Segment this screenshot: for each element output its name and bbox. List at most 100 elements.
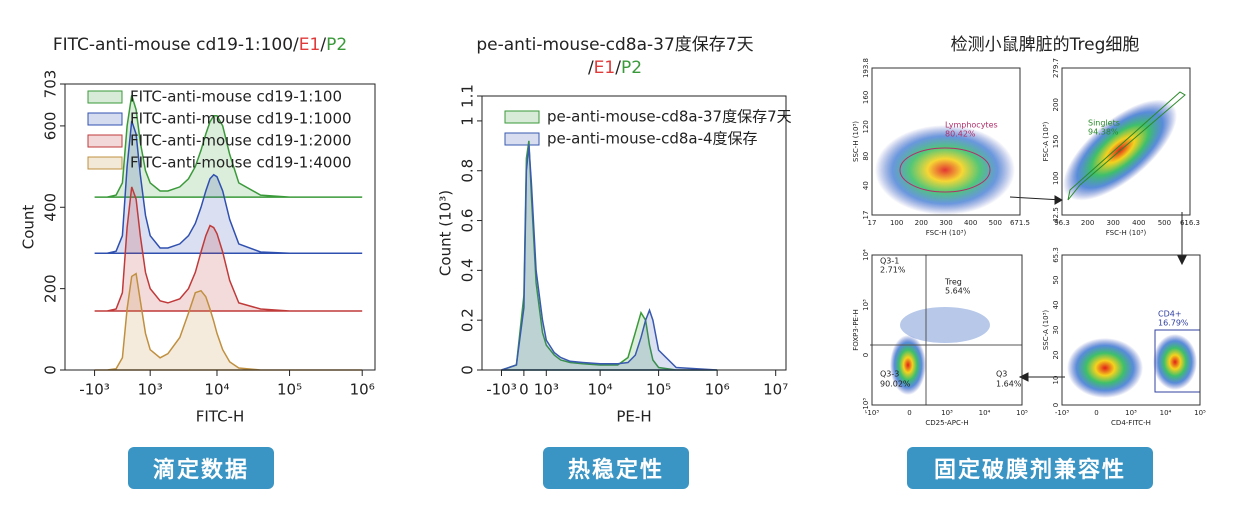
y-tick-label: -10³ [862, 398, 870, 412]
y-tick-label: 80 [862, 152, 870, 161]
x-tick-label: 10⁶ [350, 381, 375, 399]
legend-swatch [504, 132, 540, 146]
x-tick-label: 10⁶ [705, 381, 730, 399]
arrow-head [1054, 195, 1064, 205]
x-tick-label: 10³ [1125, 409, 1137, 417]
series-line [94, 272, 363, 371]
gate [899, 147, 991, 193]
y-axis-label: Count (10³) [437, 190, 455, 276]
x-tick-label: -10³ [1055, 409, 1069, 417]
section-button[interactable]: 滴定数据 [128, 447, 274, 489]
plot-frame [64, 83, 376, 371]
arrow [1009, 196, 1063, 201]
y-tick-label: 160 [862, 91, 870, 104]
x-tick-label: 300 [939, 219, 952, 227]
gate-label: 5.64% [945, 287, 971, 296]
gate-label: 94.38% [1088, 128, 1119, 137]
density-blob [900, 307, 990, 343]
y-tick-label: 200 [42, 274, 60, 303]
x-tick-label: 300 [1107, 219, 1120, 227]
flow-density-blobs [875, 99, 1197, 398]
section-button[interactable]: 固定破膜剂兼容性 [907, 447, 1153, 489]
gate-label: Q3-3 [880, 370, 899, 379]
x-axis-label: FITC-H [196, 408, 245, 426]
x-axis-label: FSC-H (10³) [1106, 229, 1147, 237]
series-line [501, 145, 718, 371]
x-tick-label: 671.5 [1010, 219, 1030, 227]
legend-label: pe-anti-mouse-cd8a-4度保存 [547, 130, 758, 148]
x-tick-label: 10³ [534, 381, 559, 399]
y-tick-label: 1.1 [459, 84, 477, 108]
y-tick-label: 150 [1052, 135, 1060, 148]
x-tick-label: 100 [890, 219, 903, 227]
title-part: / [588, 58, 594, 78]
x-tick-label: -10³ [486, 381, 517, 399]
y-tick-label: 40 [1052, 301, 1060, 310]
legend-label: FITC-anti-mouse cd19-1:4000 [130, 154, 352, 172]
series-line [501, 140, 718, 371]
y-tick-label: 17 [862, 211, 870, 220]
gate-label: 90.02% [880, 380, 911, 389]
x-tick-label: 10⁴ [588, 381, 613, 399]
gate-label: 80.42% [945, 130, 976, 139]
y-tick-label: 1 [459, 116, 477, 126]
y-tick-label: 400 [42, 193, 60, 222]
y-tick-label: 10 [1052, 376, 1060, 385]
gate-label: Singlets [1088, 119, 1120, 128]
x-axis-label: CD4-FITC-H [1111, 419, 1151, 427]
x-tick-label: 10⁵ [277, 381, 302, 399]
panel-title: 检测小鼠脾脏的Treg细胞 [951, 35, 1140, 55]
title-part: E1 [594, 58, 616, 78]
gate-label: 2.71% [880, 266, 906, 275]
y-tick-label: 0 [459, 365, 477, 375]
x-tick-label: 17 [868, 219, 877, 227]
gate-label: CD4+ [1158, 310, 1182, 319]
section-button[interactable]: 热稳定性 [543, 447, 689, 489]
title-part: E1 [299, 35, 321, 55]
x-axis-label: CD25-APC-H [925, 419, 968, 427]
gate-label: 16.79% [1158, 319, 1189, 328]
density-blob [1067, 338, 1143, 398]
y-axis-label: Count [20, 205, 38, 250]
y-tick-label: 279.7 [1052, 58, 1060, 78]
legend-label: FITC-anti-mouse cd19-1:1000 [130, 110, 352, 128]
legend-label: pe-anti-mouse-cd8a-37度保存7天 [547, 108, 792, 126]
x-axis-label: FSC-H (10³) [926, 229, 967, 237]
gate-label: Q3-1 [880, 257, 899, 266]
x-tick-label: 200 [1081, 219, 1094, 227]
x-tick-label: 0 [519, 381, 529, 399]
title-part: P2 [326, 35, 347, 55]
y-tick-label: 0 [1052, 403, 1060, 407]
chart-title: pe-anti-mouse-cd8a-37度保存7天 [476, 35, 753, 55]
y-tick-label: 0.4 [459, 258, 477, 282]
x-tick-label: 400 [1132, 219, 1145, 227]
y-tick-label: 100 [1052, 172, 1060, 185]
x-tick-label: 10⁴ [979, 409, 991, 417]
y-tick-label: 0.2 [459, 308, 477, 332]
y-tick-label: 0.8 [459, 159, 477, 183]
x-tick-label: 200 [915, 219, 928, 227]
density-blob [875, 125, 1015, 215]
flow-frame [1061, 254, 1201, 406]
arrow-head [1018, 372, 1029, 382]
title-part: P2 [621, 58, 642, 78]
y-tick-label: 30 [1052, 326, 1060, 335]
plot-frame [481, 95, 787, 371]
x-axis-label: PE-H [616, 408, 651, 426]
y-axis-label: SSC-H (10³) [852, 121, 860, 162]
y-tick-label: 600 [42, 112, 60, 141]
legend-label: FITC-anti-mouse cd19-1:100 [130, 88, 342, 106]
density-blob [1153, 334, 1197, 390]
y-tick-label: 120 [862, 120, 870, 133]
title-part: / [615, 58, 621, 78]
x-tick-label: 10⁴ [204, 381, 229, 399]
flow-frame [1061, 67, 1191, 216]
x-tick-label: -10³ [79, 381, 110, 399]
y-tick-label: 193.8 [862, 58, 870, 78]
chart-title: FITC-anti-mouse cd19-1:100/E1/P2 [53, 35, 347, 55]
x-tick-label: 0 [1094, 409, 1098, 417]
y-tick-label: 703 [42, 70, 60, 99]
x-tick-label: 10⁴ [1160, 409, 1172, 417]
y-tick-label: 10⁴ [862, 249, 870, 261]
y-axis-label: FSC-A (10³) [1042, 121, 1050, 161]
